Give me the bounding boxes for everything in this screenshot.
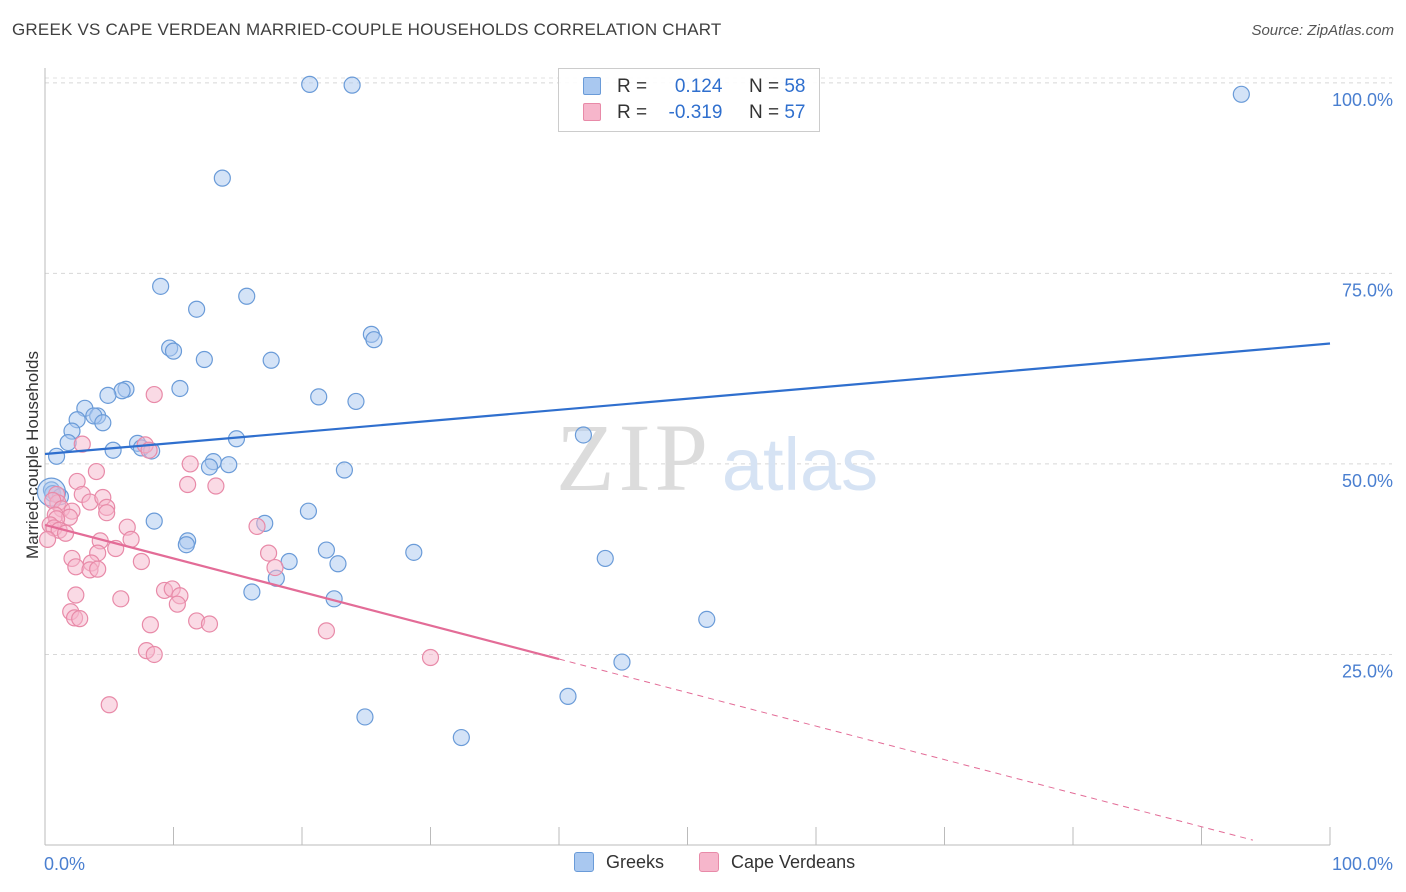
- cape-verdeans-point-57: [100, 696, 118, 714]
- bottom-legend-swatch-cape-verdeans: [699, 852, 719, 872]
- cape-verdeans-point-0: [145, 385, 163, 404]
- cape-verdeans-point-37: [89, 560, 107, 578]
- watermark: ZIP atlas: [556, 404, 878, 511]
- cape-verdeans-point-52: [141, 616, 159, 634]
- legend-r-label: R =: [617, 76, 648, 97]
- axes: [44, 68, 1331, 846]
- legend-r-value-cape-verdeans: -0.319: [668, 102, 723, 123]
- greeks-point-11: [195, 350, 213, 369]
- greeks-point-53: [698, 610, 716, 629]
- cape-verdeans-point-39: [266, 558, 284, 577]
- greeks-point-57: [613, 653, 631, 671]
- y-tick-label-50: 50.0%: [1342, 471, 1393, 491]
- greeks-point-34: [220, 456, 238, 474]
- greeks-point-35: [200, 458, 219, 476]
- greeks-point-26: [574, 426, 593, 444]
- trend-line-1: [44, 523, 560, 661]
- greeks-point-16: [99, 386, 117, 404]
- greeks-point-14: [171, 379, 189, 398]
- cape-verdeans-point-55: [145, 645, 163, 664]
- greeks-point-55: [356, 708, 374, 726]
- legend-r-label: R =: [617, 102, 648, 123]
- greeks-point-27: [59, 433, 77, 452]
- chart-title: GREEK VS CAPE VERDEAN MARRIED-COUPLE HOU…: [12, 20, 722, 39]
- watermark-zip: ZIP: [556, 404, 712, 511]
- greeks-point-8: [365, 331, 383, 349]
- cape-verdeans-point-56: [421, 648, 440, 667]
- greeks-point-45: [317, 541, 336, 559]
- cape-verdeans-point-40: [248, 517, 266, 536]
- cape-verdeans-point-4: [181, 455, 199, 473]
- greeks-point-44: [177, 536, 195, 554]
- cape-verdeans-point-46: [67, 586, 85, 604]
- legend-n-label: N =: [748, 102, 780, 123]
- greeks-point-32: [47, 447, 66, 465]
- greeks-point-48: [329, 555, 347, 573]
- greeks-point-17: [310, 388, 328, 406]
- grid-lines: [45, 77, 1392, 655]
- y-tick-label-100: 100.0%: [1332, 90, 1393, 110]
- watermark-atlas: atlas: [722, 423, 878, 506]
- greeks-point-36: [335, 461, 354, 479]
- greeks-point-46: [405, 543, 423, 561]
- cape-verdeans-point-45: [112, 590, 130, 608]
- legend-swatch-greeks: [583, 77, 601, 95]
- greeks-point-56: [452, 728, 470, 747]
- y-tick-label-75: 75.0%: [1342, 280, 1393, 300]
- series-cape-verdeans: [38, 385, 440, 714]
- bottom-legend-swatch-greeks: [574, 852, 594, 872]
- trend-line-extension-1: [558, 658, 1254, 841]
- legend-n-value-cape-verdeans: 57: [784, 102, 806, 123]
- correlation-legend: R = 0.124 N = 58 R = -0.319 N = 57: [558, 68, 820, 132]
- tick-labels: 25.0% 50.0% 75.0% 100.0% 0.0% 100.0%: [44, 90, 1393, 874]
- cape-verdeans-point-5: [87, 462, 106, 481]
- cape-verdeans-point-38: [259, 544, 278, 562]
- legend-n-label: N =: [748, 76, 780, 97]
- greeks-point-3: [213, 169, 231, 187]
- cape-verdeans-point-7: [179, 475, 197, 494]
- greeks-point-41: [145, 512, 163, 530]
- greeks-point-40: [299, 502, 318, 520]
- cape-verdeans-point-51: [200, 615, 219, 633]
- x-tick-label-min: 0.0%: [44, 854, 85, 874]
- greeks-point-4: [152, 277, 170, 295]
- bottom-legend-label-cape-verdeans: Cape Verdeans: [731, 852, 856, 872]
- trend-line-0: [44, 342, 1331, 456]
- greeks-point-54: [559, 687, 577, 705]
- greeks-point-2: [1232, 85, 1250, 103]
- source-label: Source: ZipAtlas.com: [1251, 22, 1394, 39]
- cape-verdeans-point-44: [168, 595, 186, 613]
- cape-verdeans-point-34: [132, 552, 150, 571]
- bottom-legend-label-greeks: Greeks: [606, 852, 665, 872]
- cape-verdeans-point-8: [207, 477, 225, 495]
- greeks-point-47: [280, 552, 298, 571]
- greeks-point-6: [188, 300, 206, 318]
- cape-verdeans-point-35: [67, 558, 85, 576]
- cape-verdeans-point-27: [38, 530, 57, 548]
- cape-verdeans-point-53: [317, 622, 336, 640]
- legend-r-value-greeks: 0.124: [674, 76, 723, 97]
- greeks-point-18: [347, 392, 365, 411]
- greeks-point-23: [94, 414, 112, 432]
- greeks-point-49: [596, 549, 614, 568]
- cape-verdeans-point-1: [73, 435, 91, 453]
- trend-lines: [44, 342, 1331, 841]
- legend-n-value-greeks: 58: [784, 76, 806, 97]
- greeks-point-10: [164, 342, 183, 360]
- cape-verdeans-point-49: [71, 610, 89, 628]
- cape-verdeans-point-20: [98, 504, 116, 522]
- greeks-point-51: [243, 583, 261, 601]
- greeks-point-5: [238, 287, 256, 305]
- greeks-point-0: [301, 75, 319, 93]
- greeks-point-1: [343, 76, 361, 94]
- y-tick-label-25: 25.0%: [1342, 661, 1393, 681]
- legend-swatch-cape-verdeans: [583, 103, 601, 121]
- greeks-point-12: [262, 351, 280, 369]
- greeks-point-30: [104, 441, 122, 459]
- x-tick-label-max: 100.0%: [1332, 854, 1393, 874]
